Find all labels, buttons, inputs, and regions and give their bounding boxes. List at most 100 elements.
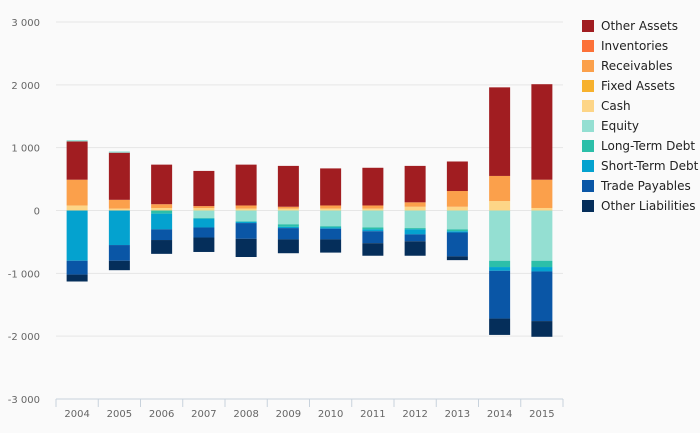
bar-other-liabilities-2014[interactable] (489, 318, 511, 335)
bar-equity-2014[interactable] (489, 210, 511, 261)
bar-trade-payables-2008[interactable] (235, 223, 257, 239)
bar-receivables-2008[interactable] (235, 205, 257, 209)
bar-equity-2007[interactable] (193, 210, 215, 219)
bar-long-term-debt-2013[interactable] (446, 229, 468, 232)
bar-receivables-2013[interactable] (446, 191, 468, 207)
bar-cash-2007[interactable] (193, 207, 215, 211)
bar-equity-2010[interactable] (320, 210, 342, 227)
bar-other-liabilities-2007[interactable] (193, 237, 215, 252)
legend-item-other-liabilities[interactable]: Other Liabilities (582, 196, 698, 216)
bar-trade-payables-2014[interactable] (489, 270, 511, 319)
bar-receivables-2004[interactable] (66, 179, 88, 206)
bar-short-term-debt-2008[interactable] (235, 221, 257, 224)
bar-cash-2006[interactable] (151, 207, 173, 211)
bar-long-term-debt-2014[interactable] (489, 260, 511, 268)
bar-long-term-debt-2009[interactable] (277, 224, 299, 227)
bar-cash-2011[interactable] (362, 208, 384, 211)
bar-short-term-debt-2015[interactable] (531, 267, 553, 272)
bar-other-liabilities-2008[interactable] (235, 238, 257, 257)
legend-item-fixed-assets[interactable]: Fixed Assets (582, 76, 698, 96)
bar-trade-payables-2011[interactable] (362, 231, 384, 244)
bar-equity-top-2005[interactable] (108, 151, 130, 153)
bar-equity-2009[interactable] (277, 210, 299, 225)
bar-other-assets-2011[interactable] (362, 167, 384, 206)
legend-item-cash[interactable]: Cash (582, 96, 698, 116)
bar-cash-2014[interactable] (489, 201, 511, 211)
bar-short-term-debt-2010[interactable] (320, 227, 342, 229)
bar-other-liabilities-2004[interactable] (66, 274, 88, 282)
bar-cash-2008[interactable] (235, 208, 257, 211)
bar-receivables-2006[interactable] (151, 204, 173, 208)
bar-trade-payables-2004[interactable] (66, 260, 88, 275)
bar-other-liabilities-2012[interactable] (404, 241, 426, 256)
bar-trade-payables-2013[interactable] (446, 232, 468, 257)
bar-short-term-debt-2007[interactable] (193, 218, 215, 228)
legend-item-inventories[interactable]: Inventories (582, 36, 698, 56)
bar-equity-2012[interactable] (404, 210, 426, 229)
bar-short-term-debt-2013[interactable] (446, 231, 468, 233)
bar-short-term-debt-2009[interactable] (277, 226, 299, 229)
bar-other-liabilities-2015[interactable] (531, 321, 553, 337)
bar-long-term-debt-2015[interactable] (531, 260, 553, 268)
bar-receivables-2007[interactable] (193, 206, 215, 208)
bar-other-assets-2009[interactable] (277, 165, 299, 207)
bar-other-liabilities-2013[interactable] (446, 256, 468, 261)
bar-receivables-2010[interactable] (320, 205, 342, 209)
bar-receivables-2005[interactable] (108, 199, 130, 209)
bar-other-liabilities-2010[interactable] (320, 239, 342, 253)
legend-item-trade-payables[interactable]: Trade Payables (582, 176, 698, 196)
bar-cash-2004[interactable] (66, 205, 88, 211)
bar-long-term-debt-2011[interactable] (362, 227, 384, 230)
bar-cash-2012[interactable] (404, 206, 426, 211)
bar-short-term-debt-2005[interactable] (108, 210, 130, 246)
bar-long-term-debt-2007[interactable] (193, 218, 215, 219)
legend-item-other-assets[interactable]: Other Assets (582, 16, 698, 36)
bar-other-assets-2007[interactable] (193, 170, 215, 207)
bar-other-assets-2012[interactable] (404, 165, 426, 203)
bar-short-term-debt-2011[interactable] (362, 229, 384, 232)
bar-trade-payables-2005[interactable] (108, 245, 130, 261)
bar-other-liabilities-2009[interactable] (277, 239, 299, 254)
bar-trade-payables-2007[interactable] (193, 227, 215, 238)
bar-equity-top-2004[interactable] (66, 140, 88, 142)
bar-other-assets-2010[interactable] (320, 168, 342, 206)
bar-trade-payables-2015[interactable] (531, 271, 553, 322)
bar-long-term-debt-2008[interactable] (235, 221, 257, 222)
bar-cash-2010[interactable] (320, 208, 342, 211)
legend-item-receivables[interactable]: Receivables (582, 56, 698, 76)
bar-trade-payables-2009[interactable] (277, 228, 299, 240)
bar-other-assets-2005[interactable] (108, 152, 130, 200)
bar-other-liabilities-2011[interactable] (362, 243, 384, 256)
bar-other-assets-2004[interactable] (66, 141, 88, 180)
bar-cash-2005[interactable] (108, 208, 130, 211)
bar-receivables-2015[interactable] (531, 179, 553, 208)
bar-cash-2015[interactable] (531, 207, 553, 211)
legend-item-long-term-debt[interactable]: Long-Term Debt (582, 136, 698, 156)
legend-item-short-term-debt[interactable]: Short-Term Debt (582, 156, 698, 176)
legend-item-equity[interactable]: Equity (582, 116, 698, 136)
bar-other-assets-2014[interactable] (489, 87, 511, 176)
bar-trade-payables-2012[interactable] (404, 234, 426, 242)
bar-receivables-2014[interactable] (489, 175, 511, 202)
bar-cash-2009[interactable] (277, 208, 299, 211)
bar-receivables-2011[interactable] (362, 205, 384, 209)
bar-trade-payables-2010[interactable] (320, 228, 342, 240)
bar-long-term-debt-2012[interactable] (404, 228, 426, 230)
bar-short-term-debt-2012[interactable] (404, 229, 426, 235)
bar-other-liabilities-2006[interactable] (151, 240, 173, 254)
bar-equity-2011[interactable] (362, 210, 384, 228)
bar-equity-2013[interactable] (446, 210, 468, 230)
bar-receivables-2012[interactable] (404, 202, 426, 207)
bar-equity-2008[interactable] (235, 210, 257, 222)
bar-long-term-debt-2006[interactable] (151, 210, 173, 214)
bar-long-term-debt-2010[interactable] (320, 226, 342, 228)
bar-other-assets-2006[interactable] (151, 164, 173, 205)
bar-other-assets-2015[interactable] (531, 84, 553, 180)
bar-short-term-debt-2004[interactable] (66, 210, 88, 261)
bar-trade-payables-2006[interactable] (151, 229, 173, 241)
bar-equity-2015[interactable] (531, 210, 553, 261)
bar-other-assets-2013[interactable] (446, 161, 468, 192)
bar-other-liabilities-2005[interactable] (108, 260, 130, 271)
bar-receivables-2009[interactable] (277, 206, 299, 209)
bar-cash-2013[interactable] (446, 206, 468, 211)
